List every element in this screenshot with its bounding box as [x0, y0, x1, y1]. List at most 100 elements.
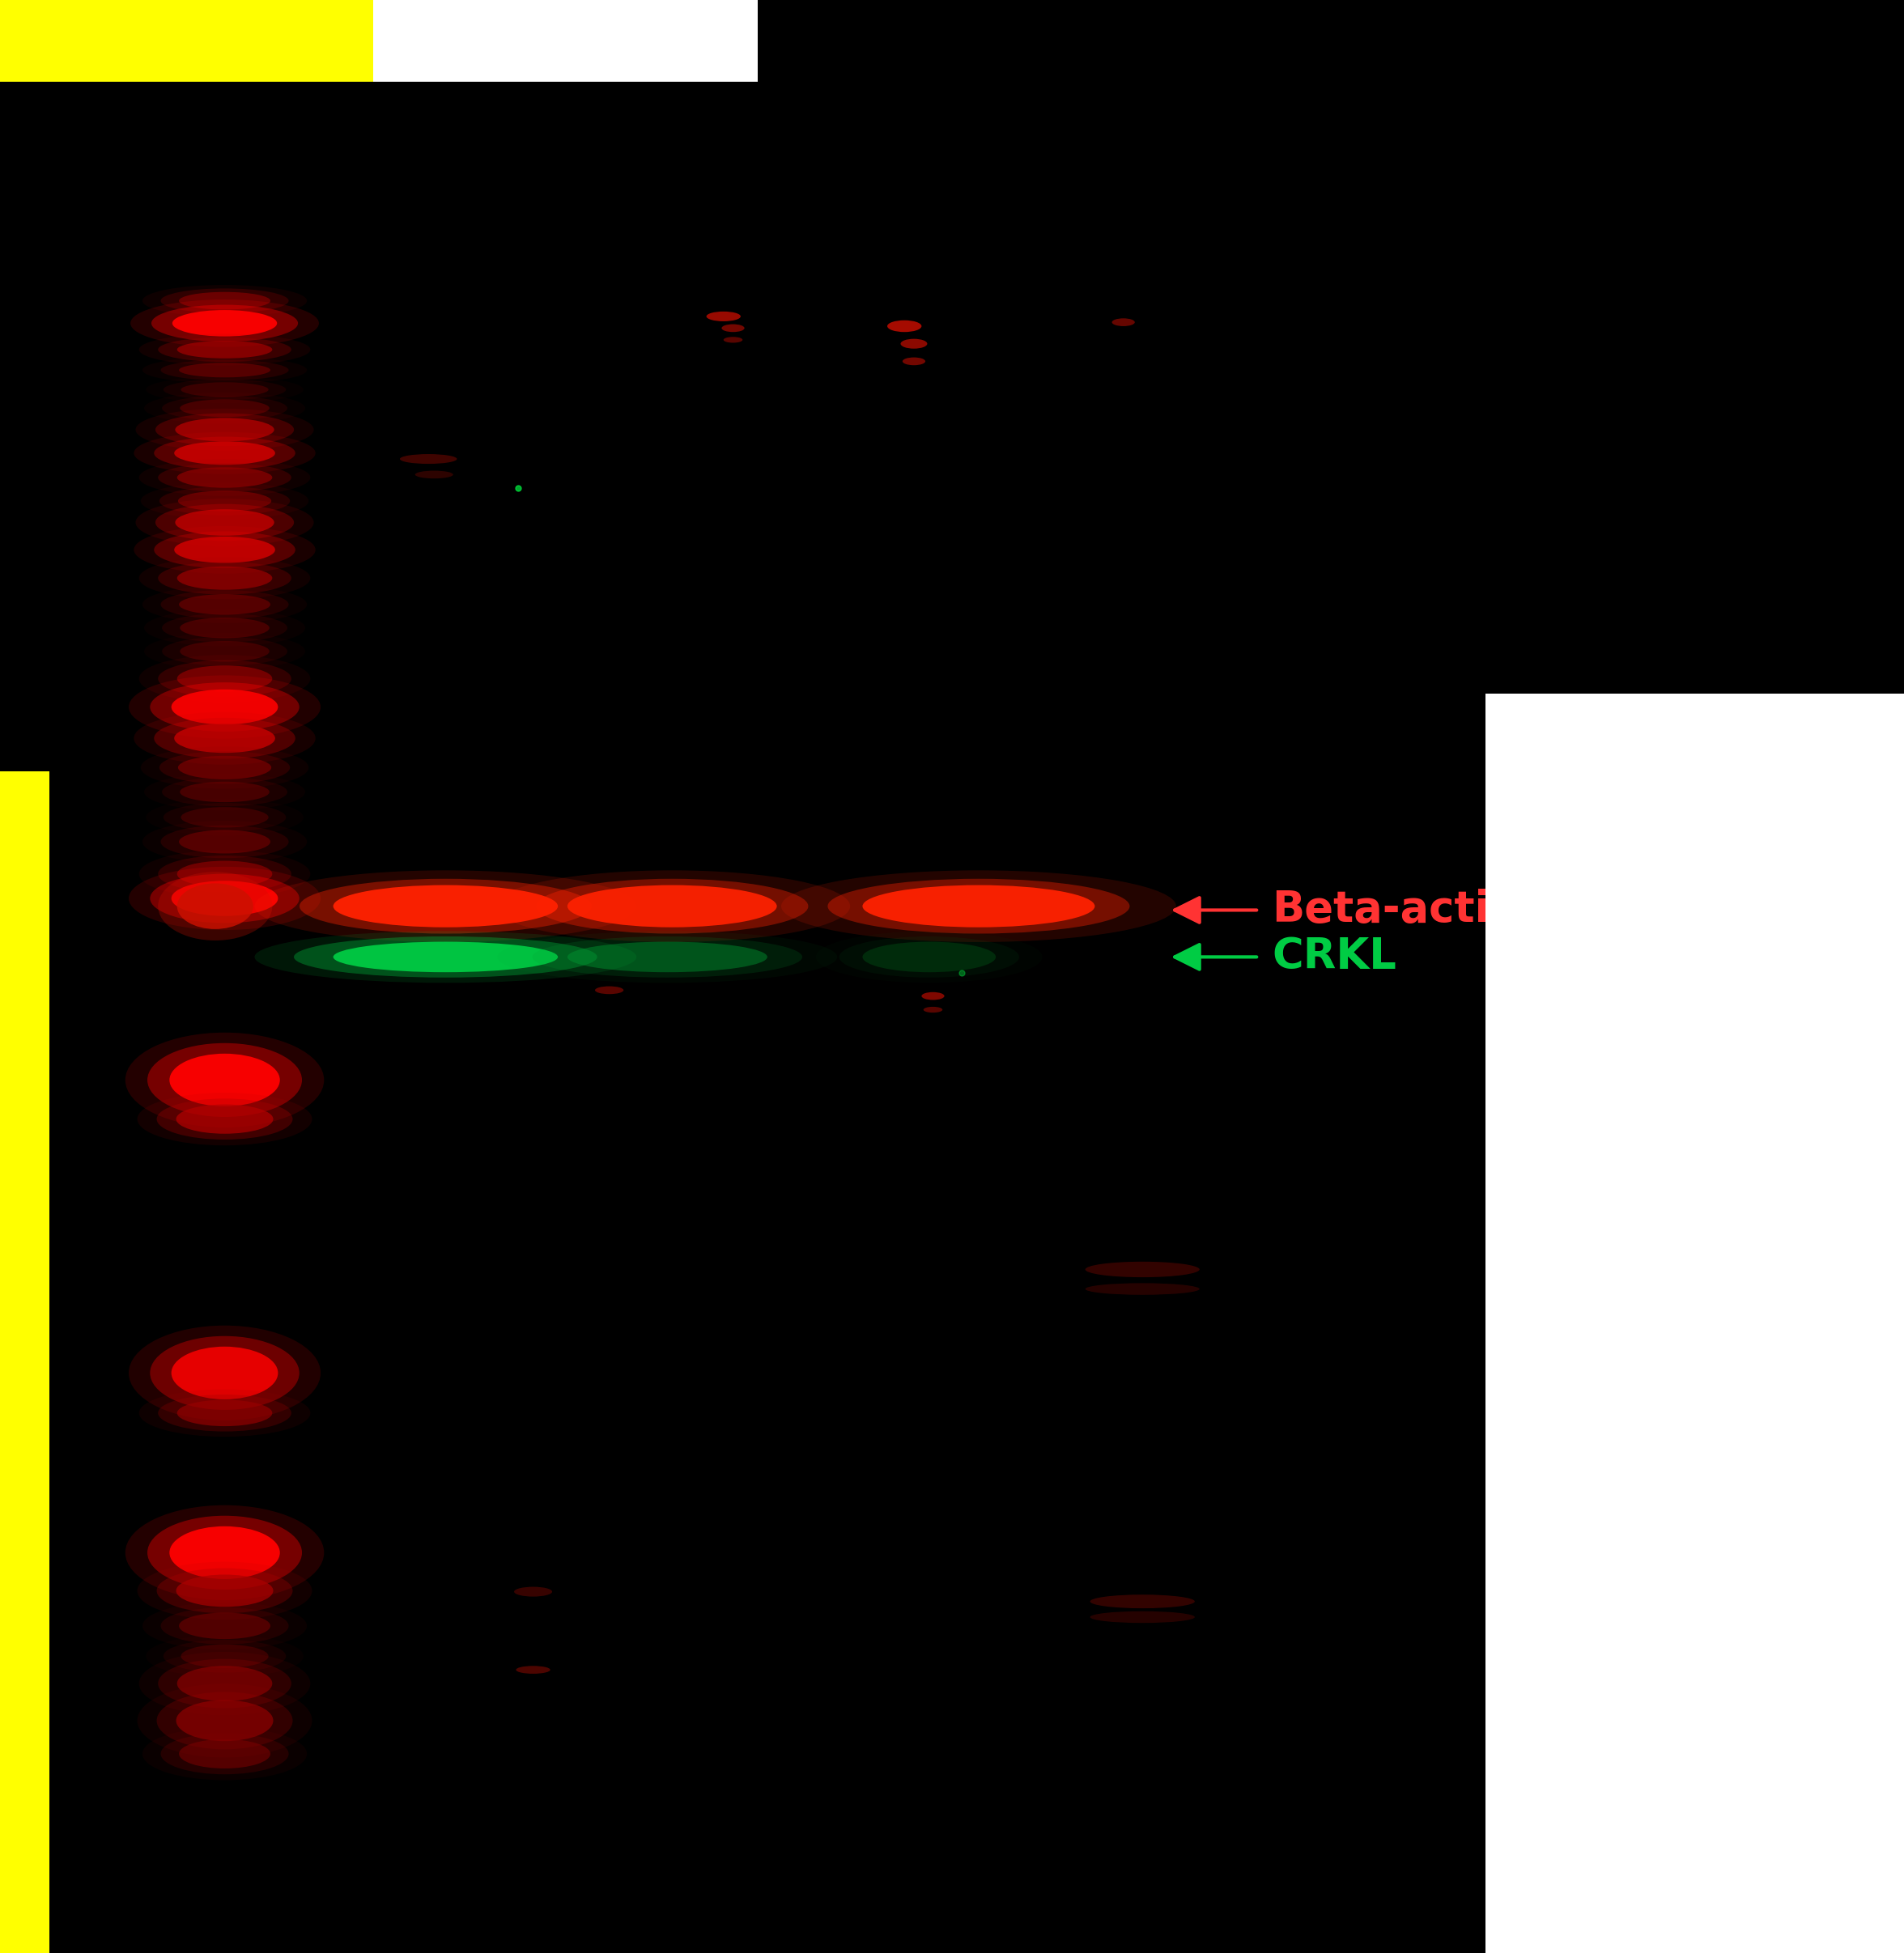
- Ellipse shape: [164, 803, 286, 832]
- Ellipse shape: [887, 320, 922, 332]
- Ellipse shape: [141, 482, 308, 519]
- Ellipse shape: [179, 641, 270, 662]
- Ellipse shape: [1089, 1611, 1196, 1623]
- Bar: [0, 771, 50, 1953]
- Ellipse shape: [158, 338, 291, 361]
- Ellipse shape: [137, 1094, 312, 1146]
- Ellipse shape: [154, 531, 295, 568]
- Ellipse shape: [143, 285, 307, 316]
- Ellipse shape: [150, 873, 299, 924]
- Ellipse shape: [139, 654, 310, 703]
- Ellipse shape: [158, 660, 291, 697]
- Ellipse shape: [840, 935, 1019, 978]
- Ellipse shape: [179, 398, 270, 418]
- Ellipse shape: [175, 1699, 274, 1742]
- Ellipse shape: [154, 719, 295, 758]
- Ellipse shape: [179, 1613, 270, 1639]
- Ellipse shape: [126, 1506, 324, 1600]
- Ellipse shape: [181, 807, 268, 828]
- Ellipse shape: [177, 861, 272, 887]
- Text: Beta-actin: Beta-actin: [1272, 889, 1519, 932]
- Ellipse shape: [164, 379, 286, 400]
- Ellipse shape: [137, 1562, 312, 1619]
- Ellipse shape: [139, 459, 310, 496]
- Ellipse shape: [139, 334, 310, 365]
- Ellipse shape: [158, 562, 291, 594]
- Ellipse shape: [175, 418, 274, 441]
- Text: CRKL: CRKL: [1272, 935, 1396, 978]
- Ellipse shape: [493, 871, 849, 941]
- Ellipse shape: [179, 594, 270, 615]
- Ellipse shape: [828, 879, 1129, 934]
- Ellipse shape: [158, 1658, 291, 1709]
- Ellipse shape: [145, 773, 305, 810]
- Ellipse shape: [162, 777, 288, 807]
- Ellipse shape: [156, 414, 293, 445]
- Ellipse shape: [706, 312, 741, 322]
- Ellipse shape: [160, 359, 289, 381]
- Ellipse shape: [177, 666, 272, 691]
- Ellipse shape: [179, 363, 270, 377]
- Ellipse shape: [139, 1652, 310, 1715]
- Ellipse shape: [147, 1635, 303, 1678]
- Ellipse shape: [133, 432, 316, 475]
- Ellipse shape: [156, 1568, 293, 1613]
- Ellipse shape: [162, 613, 288, 643]
- Ellipse shape: [1085, 1283, 1200, 1295]
- Ellipse shape: [171, 689, 278, 725]
- Ellipse shape: [129, 867, 320, 930]
- Ellipse shape: [175, 725, 274, 754]
- Ellipse shape: [169, 1527, 280, 1578]
- Ellipse shape: [901, 340, 927, 350]
- Ellipse shape: [143, 1726, 307, 1781]
- Ellipse shape: [150, 682, 299, 732]
- Ellipse shape: [150, 1336, 299, 1410]
- Ellipse shape: [135, 498, 314, 547]
- Ellipse shape: [181, 383, 268, 396]
- Ellipse shape: [514, 1586, 552, 1598]
- Ellipse shape: [126, 1033, 324, 1127]
- Ellipse shape: [156, 1691, 293, 1750]
- Ellipse shape: [179, 830, 270, 853]
- Ellipse shape: [175, 441, 274, 465]
- Ellipse shape: [333, 941, 558, 973]
- Ellipse shape: [160, 826, 289, 857]
- Ellipse shape: [160, 289, 289, 312]
- Ellipse shape: [169, 1055, 280, 1105]
- Bar: [373, 0, 758, 82]
- Ellipse shape: [156, 504, 293, 541]
- Ellipse shape: [181, 1644, 268, 1668]
- Ellipse shape: [594, 986, 623, 994]
- Ellipse shape: [145, 633, 305, 670]
- Ellipse shape: [177, 467, 272, 488]
- Ellipse shape: [1112, 318, 1135, 326]
- Ellipse shape: [141, 746, 308, 789]
- Ellipse shape: [179, 490, 272, 512]
- Ellipse shape: [147, 377, 303, 402]
- Bar: [0, 0, 373, 82]
- Ellipse shape: [177, 1400, 272, 1426]
- Ellipse shape: [133, 713, 316, 764]
- Ellipse shape: [722, 324, 744, 332]
- Ellipse shape: [497, 932, 838, 982]
- Ellipse shape: [147, 1516, 303, 1590]
- Ellipse shape: [158, 1394, 291, 1432]
- Ellipse shape: [863, 885, 1095, 928]
- Ellipse shape: [1089, 1594, 1196, 1609]
- Ellipse shape: [533, 935, 802, 978]
- Ellipse shape: [139, 1389, 310, 1437]
- Ellipse shape: [177, 342, 272, 359]
- Ellipse shape: [537, 879, 807, 934]
- Ellipse shape: [171, 881, 278, 916]
- Ellipse shape: [160, 752, 289, 783]
- Bar: [1485, 693, 1904, 1953]
- Ellipse shape: [158, 855, 291, 893]
- Ellipse shape: [139, 557, 310, 600]
- Ellipse shape: [724, 338, 743, 344]
- Ellipse shape: [179, 293, 270, 311]
- Ellipse shape: [145, 609, 305, 646]
- Ellipse shape: [567, 941, 767, 973]
- Ellipse shape: [179, 756, 272, 779]
- Ellipse shape: [1085, 1262, 1200, 1277]
- Ellipse shape: [177, 1666, 272, 1701]
